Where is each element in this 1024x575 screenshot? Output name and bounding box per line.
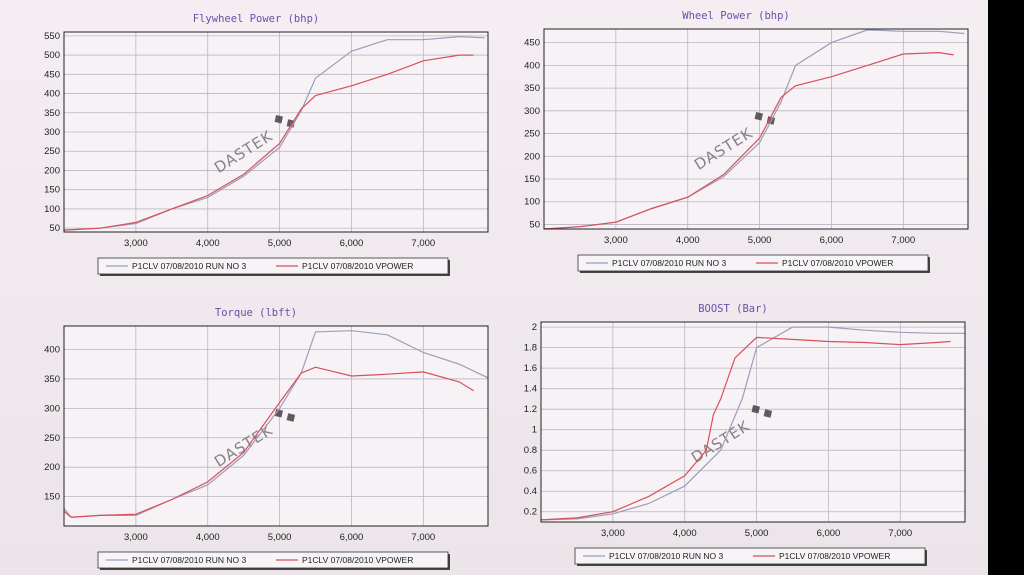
y-tick-label: 500 [44,50,60,61]
series-line-2 [540,336,951,521]
x-tick-label: 7,000 [411,238,435,249]
x-tick-label: 6,000 [817,528,841,539]
y-tick-label: 1 [532,425,537,436]
y-tick-label: 1.8 [524,343,537,354]
x-tick-label: 4,000 [673,528,697,539]
plot-frame [63,31,489,233]
y-tick-label: 550 [44,31,60,42]
legend [577,254,929,272]
x-tick-label: 4,000 [196,238,220,249]
boost-chart: BOOST (Bar) 0.2 0.4 0.6 0.8 1 1.2 1.4 1.6 1.8 2 3,0… [505,298,975,570]
x-tick-label: 6,000 [820,235,844,246]
plot-area [64,326,488,526]
torque-chart: Torque (lbft) 150 200 250 300 350 400 3,000 4,00… [28,302,498,574]
watermark-logo [274,114,296,128]
y-tick-label: 400 [44,89,60,100]
y-tick-label: 1.2 [524,404,537,415]
y-tick-label: 100 [524,197,540,208]
y-tick-label: 150 [44,492,60,503]
chart-title: Flywheel Power (bhp) [193,13,319,25]
y-tick-label: 1.4 [524,384,537,395]
y-tick-label: 200 [44,462,60,473]
torque-chart-svg: Torque (lbft) 150 200 250 300 350 400 3,000 4,00… [44,307,489,570]
series-line-2 [543,51,954,230]
y-tick-label: 200 [44,165,60,176]
y-tick-label: 400 [524,60,540,71]
x-tick-label: 7,000 [888,528,912,539]
chart-title: Wheel Power (bhp) [682,10,789,22]
legend-label: P1CLV 07/08/2010 RUN NO 3 [132,555,246,565]
y-tick-label: 250 [44,146,60,157]
x-tick-label: 4,000 [676,235,700,246]
x-tick-label: 6,000 [340,238,364,249]
y-tick-label: 350 [524,83,540,94]
chart-title: Torque (lbft) [215,307,297,319]
y-tick-label: 350 [44,374,60,385]
legend-label: P1CLV 07/08/2010 VPOWER [302,555,413,565]
y-tick-label: 0.6 [524,466,537,477]
dyno-printout: Flywheel Power (bhp) 50 100 150 200 250 300 350… [0,0,988,575]
x-tick-label: 3,000 [124,238,148,249]
x-tick-label: 5,000 [268,532,292,543]
series-line-2 [63,54,474,231]
legend-label: P1CLV 07/08/2010 VPOWER [782,258,893,268]
watermark-logo [751,404,773,418]
y-tick-label: 350 [44,108,60,119]
watermark-logo [754,111,776,125]
plot-area [544,29,968,229]
flywheel-power-chart: Flywheel Power (bhp) 50 100 150 200 250 300 350… [28,8,498,280]
legend [97,257,449,275]
plot-area [541,322,965,522]
x-tick-label: 3,000 [124,532,148,543]
series-line-1 [540,326,965,521]
series-line-1 [63,35,485,231]
x-tick-label: 5,000 [748,235,772,246]
flywheel-power-chart-svg: Flywheel Power (bhp) 50 100 150 200 250 300 350… [44,13,489,276]
x-tick-label: 7,000 [411,532,435,543]
x-tick-label: 7,000 [891,235,915,246]
series-line-2 [63,366,474,518]
y-tick-label: 400 [44,345,60,356]
y-tick-label: 0.2 [524,507,537,518]
plot-frame [543,28,969,230]
plot-frame [540,321,966,523]
y-tick-label: 150 [44,185,60,196]
legend [574,547,926,565]
boost-chart-svg: BOOST (Bar) 0.2 0.4 0.6 0.8 1 1.2 1.4 1.6 1.8 2 3,0… [524,303,966,566]
plot-frame [63,325,489,527]
y-tick-label: 50 [49,223,60,234]
y-tick-label: 450 [524,38,540,49]
x-tick-label: 5,000 [745,528,769,539]
y-tick-label: 0.4 [524,486,537,497]
legend-label: P1CLV 07/08/2010 RUN NO 3 [609,551,723,561]
y-tick-label: 100 [44,204,60,215]
y-tick-label: 300 [524,106,540,117]
legend [97,551,449,569]
y-tick-label: 300 [44,127,60,138]
legend-label: P1CLV 07/08/2010 VPOWER [302,261,413,271]
y-tick-label: 450 [44,69,60,80]
x-tick-label: 6,000 [340,532,364,543]
chart-title: BOOST (Bar) [698,303,768,315]
x-tick-label: 5,000 [268,238,292,249]
legend-label: P1CLV 07/08/2010 VPOWER [779,551,890,561]
legend-label: P1CLV 07/08/2010 RUN NO 3 [612,258,726,268]
y-tick-label: 150 [524,174,540,185]
x-tick-label: 3,000 [604,235,628,246]
y-tick-label: 1.6 [524,363,537,374]
y-tick-label: 50 [529,219,540,230]
x-tick-label: 3,000 [601,528,625,539]
y-tick-label: 300 [44,403,60,414]
y-tick-label: 200 [524,151,540,162]
legend-label: P1CLV 07/08/2010 RUN NO 3 [132,261,246,271]
wheel-power-chart: Wheel Power (bhp) 50 100 150 200 250 300 350 400… [508,5,978,277]
x-tick-label: 4,000 [196,532,220,543]
y-tick-label: 2 [532,322,537,333]
y-tick-label: 0.8 [524,445,537,456]
y-tick-label: 250 [44,433,60,444]
watermark-logo [274,408,296,422]
wheel-power-chart-svg: Wheel Power (bhp) 50 100 150 200 250 300 350 400… [524,10,969,273]
y-tick-label: 250 [524,129,540,140]
